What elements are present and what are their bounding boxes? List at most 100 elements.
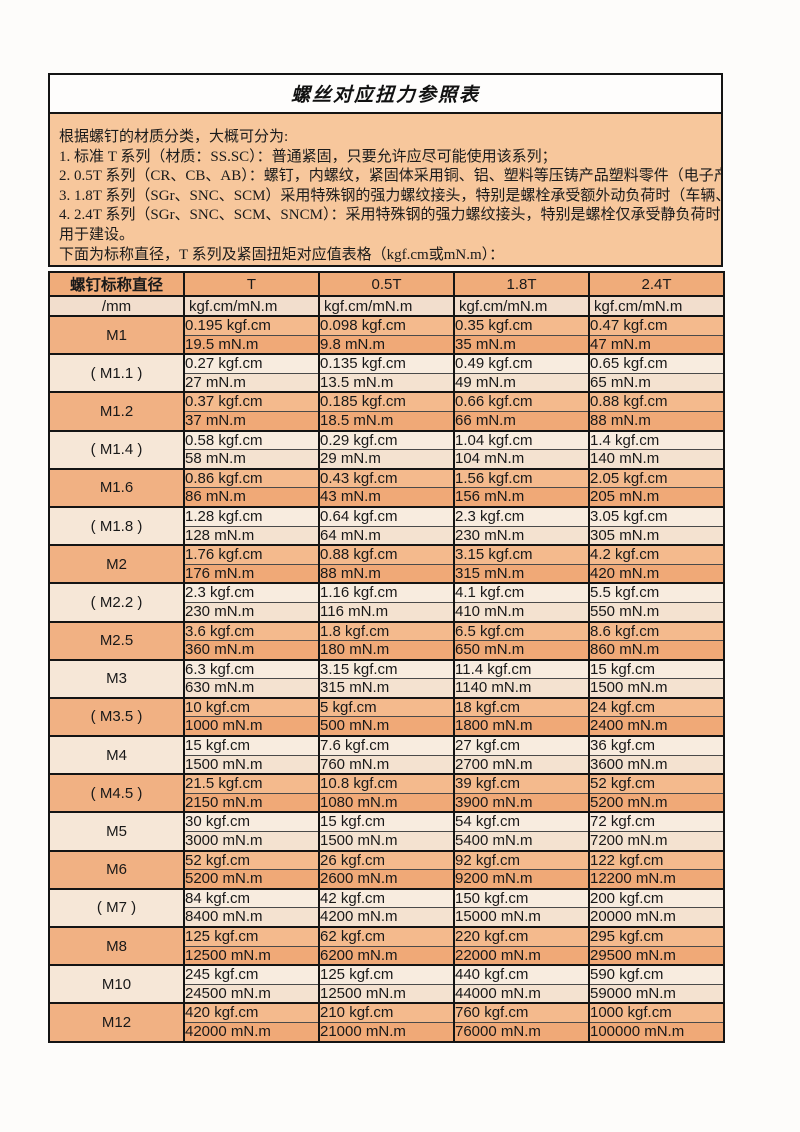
torque-mn-cell: 140 mN.m bbox=[588, 449, 725, 470]
intro-line: 1. 标准 T 系列（材质：SS.SC）：普通紧固，只要允许应尽可能使用该系列； bbox=[59, 148, 557, 165]
torque-kgf-cell: 24 kgf.cm bbox=[588, 696, 725, 718]
torque-table: 螺钉标称直径 T 0.5T 1.8T 2.4T /mm kgf.cm/mN.m … bbox=[48, 271, 725, 1043]
torque-mn-cell: 27 mN.m bbox=[183, 372, 320, 394]
torque-mn-cell: 18.5 mN.m bbox=[318, 410, 455, 432]
torque-mn-cell: 64 mN.m bbox=[318, 525, 455, 547]
table-row: M1.2 0.37 kgf.cm 0.185 kgf.cm 0.66 kgf.cm 0.… bbox=[48, 391, 725, 432]
table-row: ( M3.5 ) 10 kgf.cm 5 kgf.cm 18 kgf.cm 24 kgf… bbox=[48, 696, 725, 738]
torque-mn-cell: 9.8 mN.m bbox=[318, 334, 455, 356]
torque-mn-cell: 49 mN.m bbox=[453, 372, 590, 394]
row-label-cell: ( M3.5 ) bbox=[48, 696, 185, 738]
torque-kgf-cell: 18 kgf.cm bbox=[453, 696, 590, 718]
row-label-cell: M4 bbox=[48, 735, 185, 776]
torque-kgf-cell: 8.6 kgf.cm bbox=[588, 620, 725, 642]
torque-mn-cell: 66 mN.m bbox=[453, 410, 590, 432]
torque-kgf-cell: 1.4 kgf.cm bbox=[588, 429, 725, 451]
torque-mn-cell: 21000 mN.m bbox=[318, 1021, 455, 1043]
torque-mn-cell: 65 mN.m bbox=[588, 372, 725, 394]
torque-mn-cell: 12500 mN.m bbox=[183, 945, 320, 967]
table-row: M1 0.195 kgf.cm 0.098 kgf.cm 0.35 kgf.cm 0.4… bbox=[48, 314, 725, 356]
table-row: ( M1.1 ) 0.27 kgf.cm 0.135 kgf.cm 0.49 kgf.… bbox=[48, 353, 725, 394]
row-label-cell: M1 bbox=[48, 314, 185, 356]
row-label-cell: M2 bbox=[48, 544, 185, 585]
torque-kgf-cell: 4.1 kgf.cm bbox=[453, 582, 590, 603]
torque-mn-cell: 2700 mN.m bbox=[453, 754, 590, 776]
torque-kgf-cell: 27 kgf.cm bbox=[453, 735, 590, 756]
torque-kgf-cell: 84 kgf.cm bbox=[183, 887, 320, 909]
page-title: 螺丝对应扭力参照表 bbox=[290, 85, 480, 106]
torque-kgf-cell: 0.58 kgf.cm bbox=[183, 429, 320, 451]
torque-kgf-cell: 220 kgf.cm bbox=[453, 925, 590, 947]
row-label-cell: M10 bbox=[48, 964, 185, 1005]
torque-kgf-cell: 125 kgf.cm bbox=[183, 925, 320, 947]
intro-line: 根据螺钉的材质分类，大概可分为: bbox=[59, 129, 289, 145]
torque-kgf-cell: 122 kgf.cm bbox=[588, 849, 725, 871]
torque-kgf-cell: 0.66 kgf.cm bbox=[453, 391, 590, 412]
intro-paragraph: 根据螺钉的材质分类，大概可分为: 1. 标准 T 系列（材质：SS.SC）：普通… bbox=[48, 112, 723, 267]
torque-mn-cell: 4200 mN.m bbox=[318, 907, 455, 929]
table-row: 1000 mN.m 500 mN.m 1800 mN.m 2400 mN.m bbox=[49, 716, 725, 738]
torque-kgf-cell: 1.8 kgf.cm bbox=[318, 620, 455, 642]
torque-kgf-cell: 1.28 kgf.cm bbox=[183, 505, 320, 527]
intro-line: 用于建设。 bbox=[59, 226, 135, 243]
torque-kgf-cell: 0.47 kgf.cm bbox=[588, 314, 725, 336]
document-title-box: 螺丝对应扭力参照表 bbox=[48, 73, 723, 114]
table-row: M12 420 kgf.cm 210 kgf.cm 760 kgf.cm 1000 kg… bbox=[48, 1002, 725, 1043]
torque-kgf-cell: 0.098 kgf.cm bbox=[318, 314, 455, 336]
table-row: ( M7 ) 84 kgf.cm 42 kgf.cm 150 kgf.cm 200 kg… bbox=[48, 887, 725, 929]
torque-mn-cell: 9200 mN.m bbox=[453, 869, 590, 890]
torque-mn-cell: 19.5 mN.m bbox=[183, 334, 320, 356]
table-row: 128 mN.m 64 mN.m 230 mN.m 305 mN.m bbox=[49, 525, 725, 547]
table-unit-header: kgf.cm/mN.m bbox=[318, 295, 455, 317]
torque-mn-cell: 37 mN.m bbox=[183, 410, 320, 432]
torque-mn-cell: 3000 mN.m bbox=[183, 831, 320, 852]
table-column-header-1-8t: 1.8T bbox=[453, 271, 590, 297]
torque-kgf-cell: 420 kgf.cm bbox=[183, 1002, 320, 1023]
torque-mn-cell: 3600 mN.m bbox=[588, 754, 725, 776]
torque-kgf-cell: 0.195 kgf.cm bbox=[183, 314, 320, 336]
torque-mn-cell: 1140 mN.m bbox=[453, 678, 590, 699]
intro-line: 4. 2.4T 系列（SGr、SNC、SCM、SNCM）：采用特殊钢的强力螺纹接… bbox=[59, 207, 721, 224]
torque-mn-cell: 2150 mN.m bbox=[183, 792, 320, 814]
torque-mn-cell: 650 mN.m bbox=[453, 640, 590, 661]
torque-kgf-cell: 0.64 kgf.cm bbox=[318, 505, 455, 527]
table-row: M1.6 0.86 kgf.cm 0.43 kgf.cm 1.56 kgf.cm 2.0… bbox=[48, 467, 725, 508]
table-row: 5200 mN.m 2600 mN.m 9200 mN.m 12200 mN.m bbox=[49, 869, 725, 890]
row-label-cell: M3 bbox=[48, 658, 185, 699]
torque-mn-cell: 12200 mN.m bbox=[588, 869, 725, 890]
torque-mn-cell: 5200 mN.m bbox=[183, 869, 320, 890]
table-row: 3000 mN.m 1500 mN.m 5400 mN.m 7200 mN.m bbox=[49, 831, 725, 852]
torque-kgf-cell: 5 kgf.cm bbox=[318, 696, 455, 718]
table-row: M4 15 kgf.cm 7.6 kgf.cm 27 kgf.cm 36 kgf.cm bbox=[48, 735, 725, 776]
table-row: ( M1.8 ) 1.28 kgf.cm 0.64 kgf.cm 2.3 kgf.cm… bbox=[48, 505, 725, 547]
torque-mn-cell: 360 mN.m bbox=[183, 640, 320, 661]
table-row: M10 245 kgf.cm 125 kgf.cm 440 kgf.cm 590 kgf… bbox=[48, 964, 725, 1005]
torque-kgf-cell: 0.88 kgf.cm bbox=[318, 544, 455, 565]
torque-kgf-cell: 0.37 kgf.cm bbox=[183, 391, 320, 412]
torque-kgf-cell: 2.3 kgf.cm bbox=[183, 582, 320, 603]
torque-kgf-cell: 0.29 kgf.cm bbox=[318, 429, 455, 451]
table-row: 1500 mN.m 760 mN.m 2700 mN.m 3600 mN.m bbox=[49, 754, 725, 776]
torque-kgf-cell: 1.04 kgf.cm bbox=[453, 429, 590, 451]
torque-kgf-cell: 1.16 kgf.cm bbox=[318, 582, 455, 603]
torque-kgf-cell: 4.2 kgf.cm bbox=[588, 544, 725, 565]
torque-kgf-cell: 6.5 kgf.cm bbox=[453, 620, 590, 642]
torque-kgf-cell: 0.27 kgf.cm bbox=[183, 353, 320, 374]
table-row: 630 mN.m 315 mN.m 1140 mN.m 1500 mN.m bbox=[49, 678, 725, 699]
table-row: 37 mN.m 18.5 mN.m 66 mN.m 88 mN.m bbox=[49, 410, 725, 432]
torque-mn-cell: 550 mN.m bbox=[588, 601, 725, 623]
torque-kgf-cell: 39 kgf.cm bbox=[453, 773, 590, 794]
torque-mn-cell: 43 mN.m bbox=[318, 487, 455, 508]
table-row: M2 1.76 kgf.cm 0.88 kgf.cm 3.15 kgf.cm 4.2 k… bbox=[48, 544, 725, 585]
row-label-cell: M12 bbox=[48, 1002, 185, 1043]
torque-kgf-cell: 245 kgf.cm bbox=[183, 964, 320, 985]
torque-mn-cell: 760 mN.m bbox=[318, 754, 455, 776]
row-label-cell: M5 bbox=[48, 811, 185, 852]
torque-mn-cell: 410 mN.m bbox=[453, 601, 590, 623]
torque-kgf-cell: 125 kgf.cm bbox=[318, 964, 455, 985]
torque-kgf-cell: 3.6 kgf.cm bbox=[183, 620, 320, 642]
torque-kgf-cell: 0.65 kgf.cm bbox=[588, 353, 725, 374]
torque-mn-cell: 630 mN.m bbox=[183, 678, 320, 699]
table-row: 42000 mN.m 21000 mN.m 76000 mN.m 100000 mN.… bbox=[49, 1021, 725, 1043]
table-row: 27 mN.m 13.5 mN.m 49 mN.m 65 mN.m bbox=[49, 372, 725, 394]
